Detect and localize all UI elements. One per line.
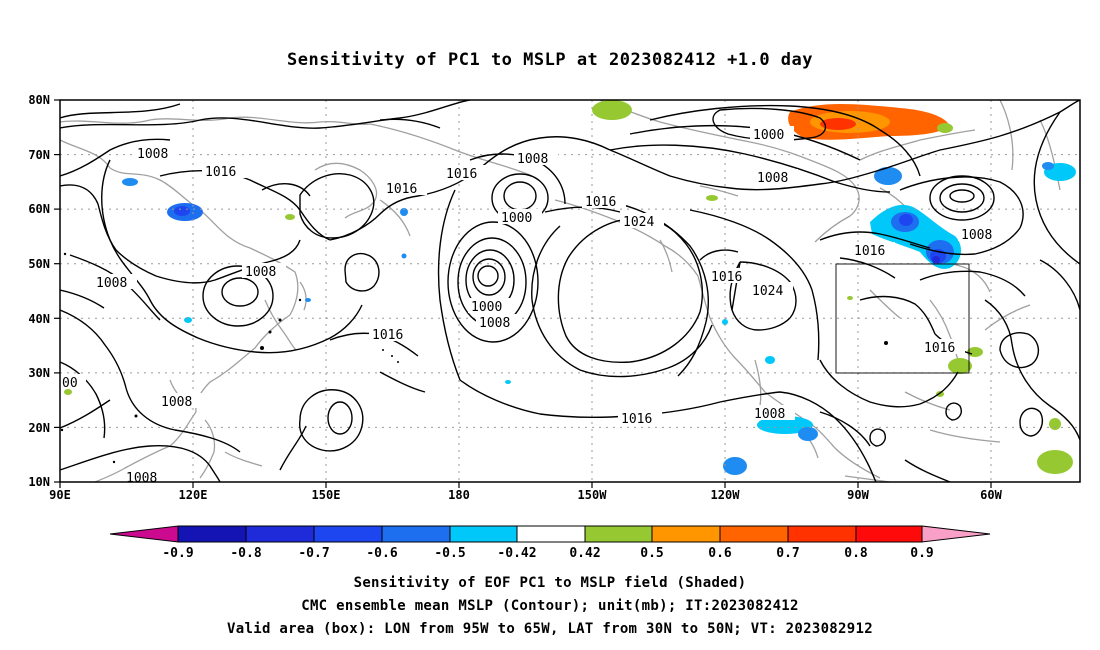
contour-label: 1016: [854, 244, 885, 259]
lon-label: 120E: [179, 488, 208, 502]
colorbar-bin: [584, 525, 653, 543]
mslp-contours: [60, 100, 1080, 482]
colorbar-bin: [787, 525, 857, 543]
island-markers: [60, 252, 888, 464]
colorbar-label: 0.6: [708, 546, 732, 561]
colorbar-high-triangle: [921, 525, 991, 543]
lat-label: 60N: [28, 202, 50, 216]
contour-labels: 1008 1016 1016 1016 1008 1000 1016 1024 …: [62, 126, 1002, 486]
contour-label: 1008: [96, 276, 127, 291]
contour-label: 1008: [137, 147, 168, 162]
colorbar-label: -0.8: [230, 546, 261, 561]
contour-label: 1016: [205, 165, 236, 180]
valid-area-box: [835, 263, 970, 374]
contour-label: 1008: [479, 316, 510, 331]
footer-valid-area: Valid area (box): LON from 95W to 65W, L…: [227, 621, 873, 637]
sensitivity-shading: [64, 100, 1076, 475]
footer-contour-description: CMC ensemble mean MSLP (Contour); unit(m…: [301, 598, 799, 614]
map-title: Sensitivity of PC1 to MSLP at 2023082412…: [286, 50, 813, 70]
lon-label: 150E: [312, 488, 341, 502]
colorbar: [109, 525, 991, 543]
contour-label: 1008: [245, 265, 276, 280]
colorbar-bin: [245, 525, 315, 543]
axis-ticks: [54, 99, 992, 488]
colorbar-label: -0.9: [162, 546, 193, 561]
contour-label: 00: [62, 376, 78, 391]
colorbar-bin: [381, 525, 451, 543]
contour-label: 1000: [753, 128, 784, 143]
contour-label: 1008: [961, 228, 992, 243]
colorbar-label: 0.42: [569, 546, 600, 561]
colorbar-labels: -0.9 -0.8 -0.7 -0.6 -0.5 -0.42 0.42 0.5 …: [162, 546, 933, 561]
contour-label: 1000: [501, 211, 532, 226]
colorbar-bin: [651, 525, 721, 543]
colorbar-label: 0.7: [776, 546, 799, 561]
colorbar-label: -0.5: [434, 546, 465, 561]
colorbar-label: 0.5: [640, 546, 663, 561]
lat-label: 20N: [28, 421, 50, 435]
colorbar-bin: [313, 525, 383, 543]
contour-label: 1016: [924, 341, 955, 356]
contour-label: 1016: [585, 195, 616, 210]
lat-label: 50N: [28, 257, 50, 271]
colorbar-bin: [516, 525, 586, 543]
lon-label: 150W: [578, 488, 608, 502]
lon-label: 60W: [980, 488, 1002, 502]
footer-shading-description: Sensitivity of EOF PC1 to MSLP field (Sh…: [353, 575, 747, 591]
contour-label: 1016: [386, 182, 417, 197]
contour-label: 1000: [471, 300, 502, 315]
contour-label: 1016: [372, 328, 403, 343]
lon-label: 180: [448, 488, 470, 502]
contour-label: 1016: [446, 167, 477, 182]
colorbar-label: -0.6: [366, 546, 397, 561]
contour-label: 1008: [754, 407, 785, 422]
lon-label: 90W: [847, 488, 869, 502]
colorbar-label: -0.7: [298, 546, 329, 561]
contour-label: 1008: [757, 171, 788, 186]
contour-label: 1008: [161, 395, 192, 410]
colorbar-bin: [177, 525, 247, 543]
colorbar-low-triangle: [109, 525, 179, 543]
colorbar-label: 0.8: [844, 546, 868, 561]
lat-label: 10N: [28, 475, 50, 489]
colorbar-bin: [449, 525, 518, 543]
map-background: [60, 100, 1080, 482]
contour-label: 1016: [621, 412, 652, 427]
colorbar-label: 0.9: [910, 546, 933, 561]
lat-label: 30N: [28, 366, 50, 380]
lat-label: 80N: [28, 93, 50, 107]
longitude-labels: 90E 120E 150E 180 150W 120W 90W 60W: [49, 488, 1002, 502]
contour-label: 1024: [623, 215, 654, 230]
colorbar-label: -0.42: [497, 546, 536, 561]
lat-label: 40N: [28, 312, 50, 326]
colorbar-bin: [855, 525, 923, 543]
latitude-labels: 80N 70N 60N 50N 40N 30N 20N 10N: [28, 93, 50, 489]
colorbar-bin: [719, 525, 789, 543]
contour-label: 1024: [752, 284, 783, 299]
contour-label: 1008: [517, 152, 548, 167]
lon-label: 90E: [49, 488, 71, 502]
contour-label: 1008: [126, 471, 157, 486]
lon-label: 120W: [711, 488, 741, 502]
contour-label: 1016: [711, 270, 742, 285]
graticule: [60, 100, 1080, 482]
map-frame: [59, 99, 1081, 483]
lat-label: 70N: [28, 148, 50, 162]
